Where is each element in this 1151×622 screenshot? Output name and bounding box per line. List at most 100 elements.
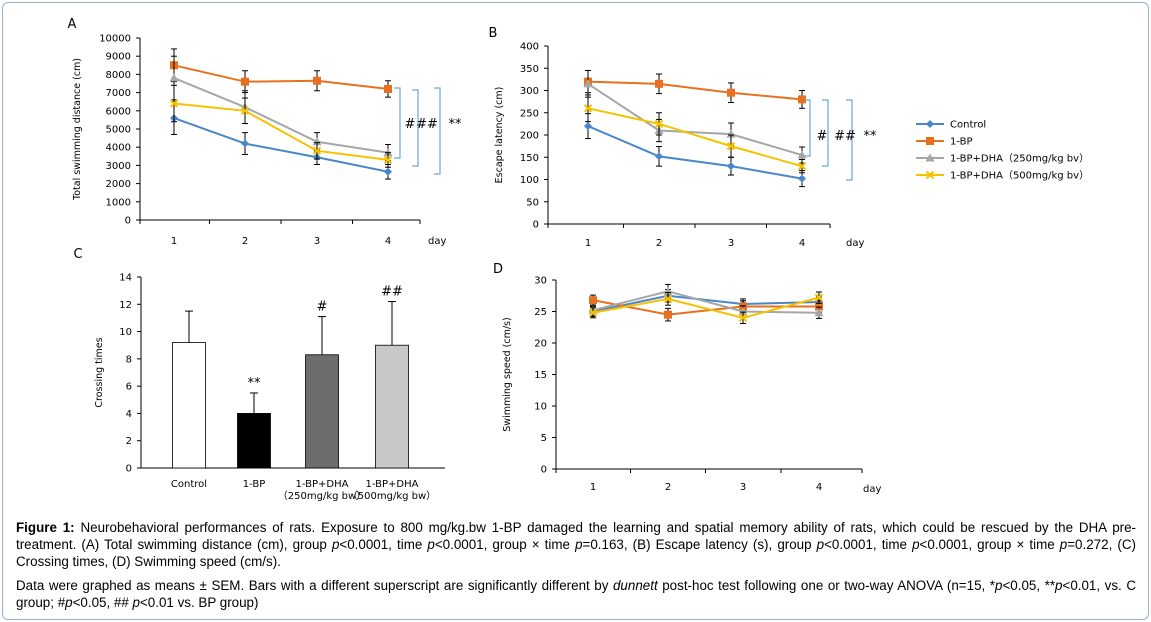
data-point <box>241 139 249 148</box>
data-point <box>797 161 807 171</box>
caption-2-run: p <box>132 595 140 610</box>
series-line <box>592 290 820 314</box>
significance-label: ## <box>381 285 403 300</box>
y-tick-label: 6 <box>126 382 132 393</box>
significance-label: ## <box>416 117 438 132</box>
data-point <box>663 294 673 304</box>
data-point <box>738 307 748 315</box>
caption-2-run: <0.01, vs. C group; # <box>16 578 1136 610</box>
legend-label: Control <box>950 120 986 131</box>
x-axis-label: day <box>863 484 881 495</box>
significance-bracket <box>822 99 829 167</box>
panel-B <box>544 45 853 228</box>
y-tick-label: 0 <box>533 220 539 231</box>
data-point <box>814 308 824 317</box>
caption-1-run: =0.272, (C) Crossing times, (D) Swimming… <box>16 537 1136 569</box>
panel-label: A <box>68 17 77 32</box>
caption-1-run: p <box>912 537 920 552</box>
significance-bracket <box>394 87 401 159</box>
data-point <box>312 146 322 156</box>
y-tick-label: 15 <box>534 370 547 381</box>
series-line <box>587 82 803 156</box>
x-tick-label: 1 <box>585 238 591 249</box>
data-point <box>240 106 250 116</box>
data-point <box>655 79 663 88</box>
significance-label: ** <box>248 376 262 391</box>
legend <box>916 120 944 180</box>
caption-2-run: <0.01 vs. BP group) <box>139 595 259 610</box>
legend-marker <box>926 137 934 145</box>
category-label: Control <box>171 479 207 490</box>
y-tick-label: 3000 <box>106 161 131 172</box>
panel-label: D <box>493 262 503 277</box>
caption-text-2: Data were graphed as means ± SEM. Bars w… <box>16 578 1136 610</box>
x-axis-label: day <box>846 238 864 249</box>
y-tick-label: 10 <box>534 402 547 413</box>
y-tick-label: 100 <box>520 175 539 186</box>
data-point <box>169 99 179 108</box>
significance-label: ** <box>864 129 878 144</box>
figure-label: Figure 1: <box>16 520 75 535</box>
y-axis-label: Total swimming distance (cm) <box>72 58 83 201</box>
y-tick-label: 250 <box>520 108 539 119</box>
series-line <box>173 117 389 173</box>
series-line <box>592 296 820 319</box>
panel-A <box>136 37 441 224</box>
significance-label: ** <box>449 117 463 132</box>
caption-1-run: p <box>575 537 583 552</box>
significance-label: # <box>405 117 416 132</box>
caption-1-run: <0.0001, group × time <box>434 537 576 552</box>
x-tick-label: 2 <box>656 238 662 249</box>
y-tick-label: 6000 <box>106 106 131 117</box>
y-tick-label: 200 <box>520 131 539 142</box>
figure-caption: Figure 1: Neurobehavioral performances o… <box>16 519 1136 618</box>
significance-bracket <box>804 99 811 157</box>
significance-label: # <box>817 129 828 144</box>
caption-paragraph-1: Figure 1: Neurobehavioral performances o… <box>16 519 1136 570</box>
series-line <box>173 102 389 161</box>
y-axis-label: Crossing times <box>94 337 105 407</box>
caption-1-run: <0.0001, group × time <box>919 537 1060 552</box>
data-point <box>727 88 735 97</box>
data-point <box>584 122 592 131</box>
y-tick-label: 30 <box>534 276 547 287</box>
x-tick-label: 1 <box>171 236 177 247</box>
y-tick-label: 350 <box>520 64 539 75</box>
figure-charts: 0100020003000400050006000700080009000100… <box>68 17 1090 502</box>
caption-1-run: Neurobehavioral performances of rats. Ex… <box>16 520 1137 552</box>
y-tick-label: 12 <box>119 300 132 311</box>
panel-label: C <box>73 247 82 262</box>
legend-label: 1-BP <box>950 137 973 148</box>
series-line <box>173 77 389 154</box>
x-tick-label: 4 <box>799 238 805 249</box>
data-point <box>583 79 593 88</box>
series-line <box>592 299 819 316</box>
x-tick-label: 3 <box>728 238 734 249</box>
panel-label: B <box>489 26 498 41</box>
caption-1-run: p <box>816 537 825 552</box>
caption-2-run: p <box>995 578 1003 593</box>
series-line <box>587 125 803 180</box>
data-point <box>738 313 748 323</box>
x-tick-label: 3 <box>740 482 746 493</box>
y-tick-label: 0 <box>125 216 131 227</box>
data-point <box>312 137 322 146</box>
data-point <box>383 155 393 165</box>
x-tick-label: 4 <box>385 236 391 247</box>
category-label: （500mg/kg bw） <box>348 490 436 502</box>
category-label: 1-BP <box>243 479 266 490</box>
caption-paragraph-2: Data were graphed as means ± SEM. Bars w… <box>16 577 1136 611</box>
y-tick-label: 5 <box>541 433 547 444</box>
series-line <box>587 80 803 101</box>
y-axis-label: Swimming speed (cm/s) <box>502 317 513 431</box>
y-tick-label: 25 <box>534 307 547 318</box>
series-line <box>173 64 389 90</box>
significance-label: ## <box>834 129 856 144</box>
caption-2-run: <0.05, ## <box>72 595 133 610</box>
legend-label: 1-BP+DHA（500mg/kg bv） <box>950 170 1089 182</box>
significance-bracket <box>434 87 441 175</box>
y-tick-label: 2000 <box>106 179 131 190</box>
caption-text-1: Neurobehavioral performances of rats. Ex… <box>16 520 1136 569</box>
data-point <box>313 76 321 85</box>
bar <box>375 344 409 469</box>
